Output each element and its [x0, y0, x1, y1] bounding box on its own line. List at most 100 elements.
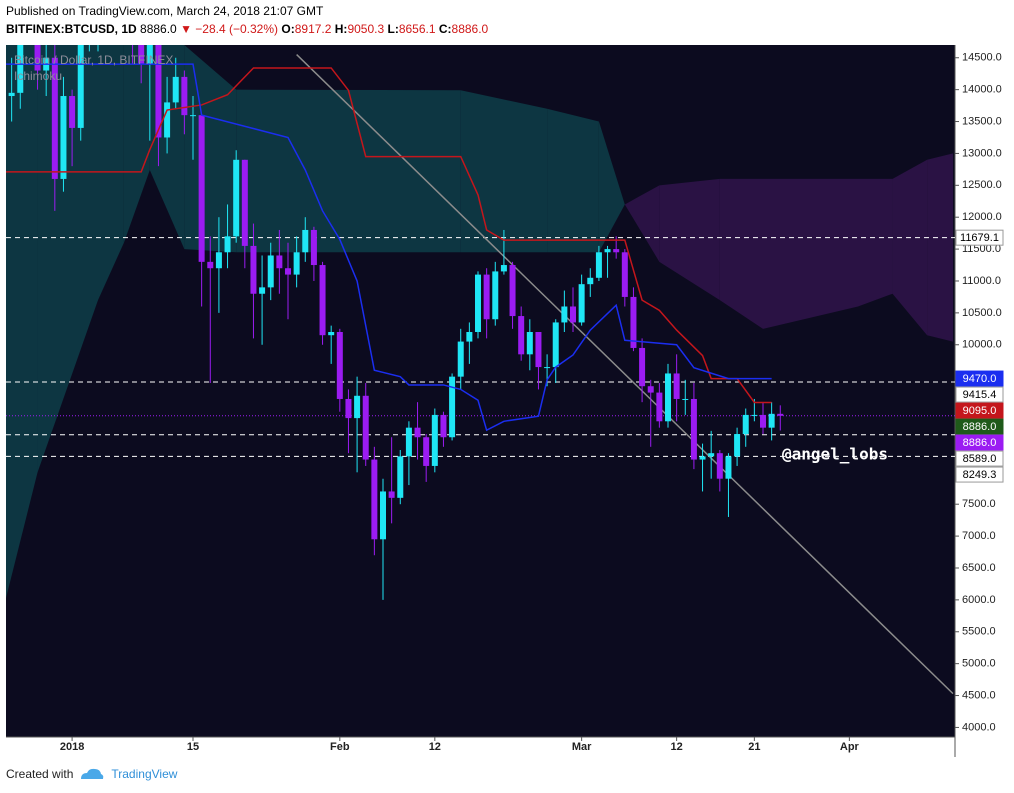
ichimoku-cloud [763, 178, 858, 329]
candle-body [146, 45, 153, 65]
candle-body [665, 373, 671, 422]
candle-body [138, 45, 145, 65]
x-tick-label: 15 [187, 741, 199, 753]
candle-body [285, 268, 291, 275]
candle-body [742, 414, 749, 435]
candle-body [500, 265, 507, 272]
price-label-box [955, 229, 1004, 246]
candle-body [34, 45, 41, 71]
candle-body [535, 332, 542, 368]
price-label-box [955, 386, 1004, 403]
y-tick-label: 10000.0 [962, 339, 1002, 351]
candle-body [302, 229, 309, 253]
candle-body [172, 76, 179, 103]
candle-body [509, 265, 516, 317]
footer: Created with TradingView [6, 767, 177, 781]
ichimoku-cloud [547, 108, 599, 253]
last-price: 8886.0 [140, 22, 177, 36]
candle-body [190, 115, 196, 117]
price-label: 8886.0 [963, 421, 997, 433]
ohlc-value: 8656.1 [398, 22, 436, 36]
candle-body [760, 414, 766, 428]
indicator-line [6, 63, 772, 432]
candle-body [621, 252, 628, 297]
legend-title: Bitcoin / Dollar, 1D, BITFINEX [14, 53, 173, 67]
y-tick-label: 7000.0 [962, 530, 996, 542]
x-tick-label: 12 [671, 741, 683, 753]
x-tick-label: Feb [330, 741, 350, 753]
candle-body [69, 96, 76, 128]
candle-body [604, 249, 611, 253]
candle-body [241, 159, 248, 246]
candle-body [656, 392, 663, 422]
ichimoku-cloud [598, 121, 625, 253]
plot [6, 0, 955, 695]
candle-body [77, 45, 84, 128]
candle-body [457, 341, 464, 377]
y-tick-label: 11500.0 [962, 243, 1001, 255]
candle-body [673, 373, 680, 399]
candle-body [716, 453, 723, 479]
x-tick-label: 2018 [60, 741, 84, 753]
price-label: 8249.3 [963, 469, 997, 481]
candle-body [397, 456, 404, 498]
candle-body [362, 395, 369, 460]
candle-body [639, 347, 646, 387]
candle-body [293, 252, 300, 275]
ohlc-value: 8917.2 [294, 22, 332, 36]
candle-body [647, 386, 654, 393]
ichimoku-cloud [719, 178, 763, 329]
x-tick-label: Apr [840, 741, 860, 753]
y-tick-label: 13000.0 [962, 147, 1002, 159]
candle-body [198, 115, 205, 262]
candle-body [587, 277, 594, 285]
candle-body [518, 316, 525, 355]
price-label: 8589.0 [963, 453, 997, 465]
candle-body [613, 249, 620, 253]
candle-body [388, 491, 395, 498]
y-tick-label: 5500.0 [962, 626, 996, 638]
candle-body [492, 271, 499, 320]
candle-body [690, 398, 697, 460]
price-label: 9415.4 [963, 389, 997, 401]
candle-body [561, 306, 568, 323]
ohlc-key: C: [438, 22, 452, 36]
candle-body [440, 414, 447, 438]
watermark: @angel_lobs [782, 445, 888, 464]
candle-body [130, 0, 136, 32]
price-label-box [955, 434, 1004, 451]
y-tick-label: 7500.0 [962, 498, 996, 510]
ichimoku-cloud [892, 159, 928, 336]
candle-body [544, 367, 551, 369]
indicator-line [6, 67, 772, 404]
ichimoku-cloud [927, 153, 953, 342]
candle-body [483, 274, 490, 320]
ichimoku-cloud [123, 45, 150, 243]
candle-body [259, 287, 266, 294]
ohlc-value: 8886.0 [451, 22, 489, 36]
candle-body [708, 453, 715, 457]
candle-body [768, 413, 775, 428]
ohlc-key: H: [334, 22, 348, 36]
candle-body [164, 102, 171, 138]
x-tick-label: 21 [748, 741, 760, 753]
y-tick-label: 5000.0 [962, 658, 996, 670]
ohlc-key: L: [387, 22, 399, 36]
candle-body [310, 229, 317, 266]
candle-body [414, 427, 421, 438]
ichimoku-cloud [659, 178, 720, 301]
candle-body [95, 16, 101, 19]
ohlc-value: 9050.3 [347, 22, 385, 36]
price-label: 11679.1 [960, 232, 999, 244]
candle-body [526, 332, 533, 355]
candle-body [155, 45, 162, 138]
ichimoku-cloud [858, 178, 893, 307]
candle-body [336, 332, 343, 399]
change: −28.4 (−0.32%) [195, 22, 279, 36]
candle-body [449, 376, 456, 438]
price-label: 9095.0 [963, 405, 997, 417]
candle-body [570, 306, 576, 323]
y-tick-label: 4500.0 [962, 689, 996, 701]
candle-body [699, 456, 706, 460]
candle-body [51, 57, 58, 179]
